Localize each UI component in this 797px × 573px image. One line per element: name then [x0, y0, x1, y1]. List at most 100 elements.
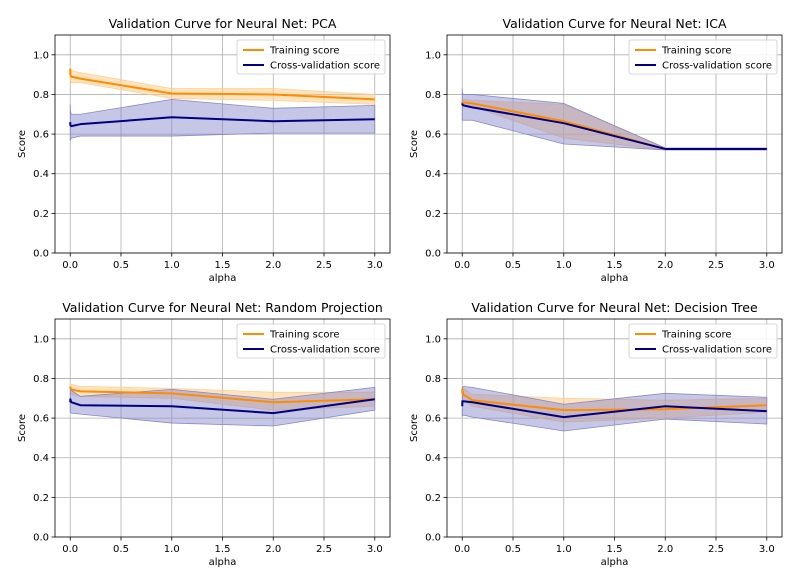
axes-frame	[446, 34, 783, 254]
y-axis-label: Score	[409, 414, 420, 442]
legend: Training score Cross-validation score	[236, 39, 386, 75]
x-tick-label: 1.5	[607, 544, 623, 555]
y-tick-label: 1.0	[425, 50, 441, 61]
x-tick-label: 2.0	[657, 544, 673, 555]
legend: Training score Cross-validation score	[628, 323, 778, 359]
x-tick-label: 1.5	[215, 544, 231, 555]
y-tick-label: 0.2	[425, 209, 441, 220]
cross-validation-score-line	[461, 103, 767, 150]
legend: Training score Cross-validation score	[628, 39, 778, 75]
subplot-2: 0.0 0.5 1.0 1.5 2.0 2.5 3.0 0.0 0.2 0.4 0.6 0.8 1.0 V…	[409, 16, 783, 284]
legend: Training score Cross-validation score	[236, 323, 386, 359]
cross-validation-legend-label: Cross-validation score	[270, 61, 380, 72]
x-tick-label: 2.0	[265, 544, 281, 555]
x-tick-label: 0.5	[113, 544, 129, 555]
y-tick-label: 0.8	[33, 374, 49, 385]
y-tick-label: 0.8	[425, 90, 441, 101]
y-tick-label: 0.4	[33, 169, 49, 180]
y-tick-label: 0.2	[425, 493, 441, 504]
legend-box	[236, 323, 386, 359]
x-tick-label: 3.0	[759, 544, 775, 555]
x-axis-label: alpha	[601, 273, 629, 284]
y-tick-label: 0.6	[33, 130, 49, 141]
legend-box	[628, 323, 778, 359]
x-tick-label: 0.5	[113, 260, 129, 271]
y-tick-label: 0.6	[425, 414, 441, 425]
subplot-3: 0.0 0.5 1.0 1.5 2.0 2.5 3.0 0.0 0.2 0.4 0.6 0.8 1.0 V…	[17, 300, 391, 568]
chart-title: Validation Curve for Neural Net: ICA	[502, 16, 726, 31]
legend-box	[236, 39, 386, 75]
y-tick-label: 0.6	[33, 414, 49, 425]
x-tick-label: 1.0	[164, 544, 180, 555]
training-legend-label: Training score	[269, 330, 340, 341]
cross-validation-legend-label: Cross-validation score	[662, 345, 772, 356]
x-tick-label: 2.0	[265, 260, 281, 271]
subplot-1: 0.0 0.5 1.0 1.5 2.0 2.5 3.0 0.0 0.2 0.4 0.6 0.8 1.0 V…	[17, 16, 391, 284]
cross-validation-legend-label: Cross-validation score	[662, 61, 772, 72]
y-axis-label: Score	[17, 130, 28, 158]
axes-frame	[54, 318, 391, 538]
x-tick-label: 2.0	[657, 260, 673, 271]
cross-validation-legend-label: Cross-validation score	[270, 345, 380, 356]
x-tick-label: 0.0	[62, 544, 78, 555]
training-score-line	[69, 68, 375, 101]
cross-validation-score-line	[461, 400, 767, 419]
x-tick-label: 3.0	[367, 260, 383, 271]
y-tick-label: 0.0	[33, 249, 49, 260]
training-band	[69, 64, 376, 105]
chart-title: Validation Curve for Neural Net: Decisio…	[471, 300, 758, 315]
x-tick-label: 3.0	[367, 544, 383, 555]
training-score-line	[69, 386, 375, 404]
chart-title: Validation Curve for Neural Net: Random …	[62, 300, 383, 315]
x-axis-label: alpha	[601, 557, 629, 568]
y-tick-label: 0.2	[33, 493, 49, 504]
y-tick-label: 1.0	[33, 334, 49, 345]
cross-validation-score-line	[69, 116, 375, 128]
y-tick-label: 1.0	[425, 334, 441, 345]
x-tick-label: 2.5	[708, 260, 724, 271]
plot-area	[461, 88, 768, 151]
plot-area	[461, 384, 768, 432]
plot-area	[69, 64, 376, 141]
x-axis-label: alpha	[209, 557, 237, 568]
x-tick-label: 2.5	[316, 544, 332, 555]
y-tick-label: 0.4	[425, 453, 441, 464]
legend-box	[628, 39, 778, 75]
y-axis-label: Score	[17, 414, 28, 442]
y-axis-label: Score	[409, 130, 420, 158]
chart-title: Validation Curve for Neural Net: PCA	[109, 16, 337, 31]
training-legend-label: Training score	[661, 46, 732, 57]
x-tick-label: 0.5	[505, 260, 521, 271]
y-tick-label: 0.8	[33, 90, 49, 101]
axes-frame	[54, 34, 391, 254]
x-tick-label: 1.0	[556, 544, 572, 555]
x-axis-label: alpha	[209, 273, 237, 284]
training-score-line	[461, 388, 767, 412]
x-tick-label: 0.5	[505, 544, 521, 555]
y-tick-label: 0.8	[425, 374, 441, 385]
y-tick-label: 0.4	[425, 169, 441, 180]
cross-validation-score-line	[69, 398, 375, 415]
x-tick-label: 1.0	[556, 260, 572, 271]
x-tick-label: 1.5	[215, 260, 231, 271]
axes-frame	[446, 318, 783, 538]
x-tick-label: 1.0	[164, 260, 180, 271]
x-tick-label: 2.5	[708, 544, 724, 555]
y-tick-label: 0.0	[425, 249, 441, 260]
x-tick-label: 0.0	[62, 260, 78, 271]
x-tick-label: 1.5	[607, 260, 623, 271]
y-tick-label: 0.0	[33, 533, 49, 544]
subplot-4: 0.0 0.5 1.0 1.5 2.0 2.5 3.0 0.0 0.2 0.4 0.6 0.8 1.0 V…	[409, 300, 783, 568]
x-tick-label: 0.0	[454, 544, 470, 555]
x-tick-label: 0.0	[454, 260, 470, 271]
training-legend-label: Training score	[269, 46, 340, 57]
training-legend-label: Training score	[661, 330, 732, 341]
x-tick-label: 2.5	[316, 260, 332, 271]
y-tick-label: 0.6	[425, 130, 441, 141]
x-tick-label: 3.0	[759, 260, 775, 271]
y-tick-label: 1.0	[33, 50, 49, 61]
y-tick-label: 0.2	[33, 209, 49, 220]
cross-validation-band	[69, 386, 376, 427]
y-tick-label: 0.0	[425, 533, 441, 544]
